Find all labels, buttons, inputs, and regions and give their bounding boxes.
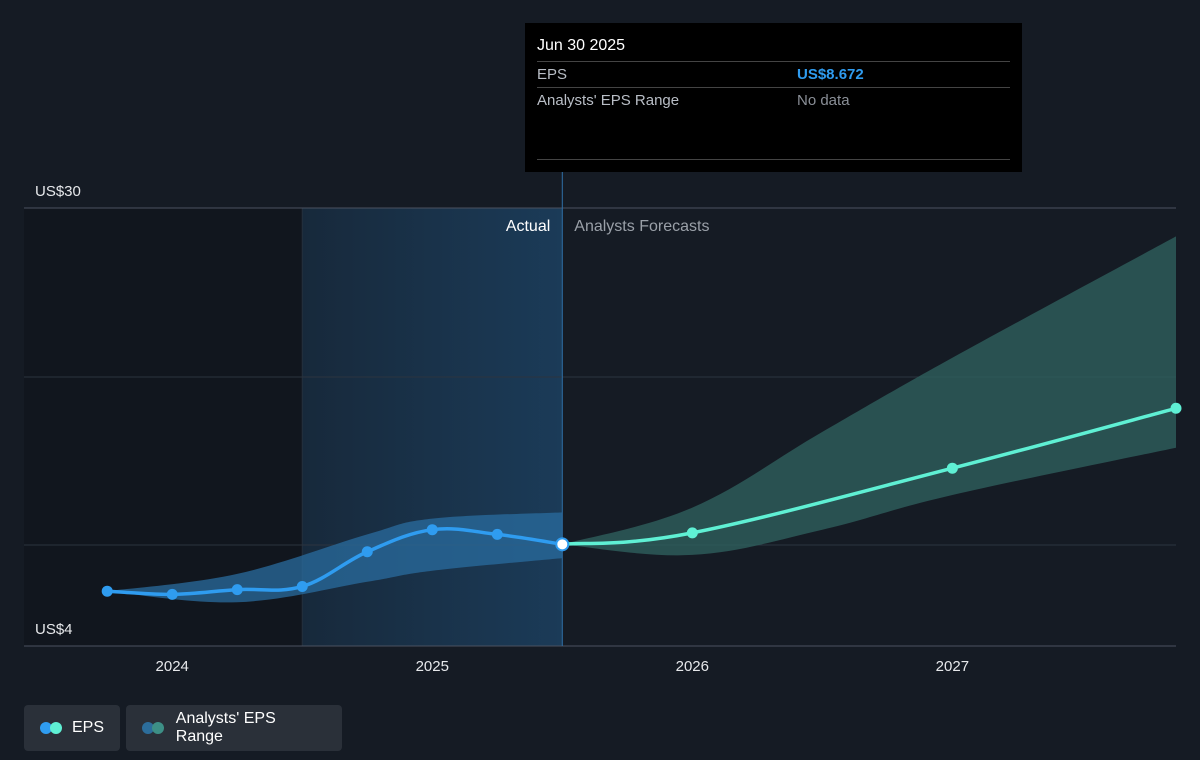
eps-actual-point-6 bbox=[491, 528, 503, 540]
eps-actual-point-0 bbox=[101, 585, 113, 597]
tooltip-range-value: No data bbox=[797, 92, 850, 109]
eps-actual-point-7 bbox=[555, 537, 570, 552]
actual-range-band bbox=[107, 512, 563, 603]
eps-forecast-point-2 bbox=[946, 462, 958, 474]
region-label-actual: Actual bbox=[506, 218, 550, 235]
tooltip: Jun 30 2025 EPS US$8.672 Analysts' EPS R… bbox=[525, 23, 1022, 172]
eps-actual-point-5 bbox=[426, 524, 438, 536]
tooltip-row-eps: EPS US$8.672 bbox=[537, 61, 1010, 87]
x-tick-label-2024: 2024 bbox=[156, 658, 189, 675]
legend-eps-label: EPS bbox=[71, 719, 104, 736]
legend-range-label: Analysts' EPS Range bbox=[175, 710, 276, 745]
x-tick-label-2025: 2025 bbox=[416, 658, 449, 675]
forecast-range-band bbox=[562, 236, 1176, 556]
region-label-forecast: Analysts Forecasts bbox=[574, 218, 709, 235]
eps-actual-point-4 bbox=[361, 546, 373, 558]
eps-actual-point-3 bbox=[296, 580, 308, 592]
tooltip-divider bbox=[537, 159, 1010, 160]
tooltip-row-range: Analysts' EPS Range No data bbox=[537, 87, 1010, 113]
y-tick-label-top: US$30 bbox=[35, 183, 81, 200]
legend-range-icon bbox=[142, 722, 166, 734]
eps-actual-point-2 bbox=[231, 584, 243, 596]
x-tick-label-2027: 2027 bbox=[936, 658, 969, 675]
y-tick-label-bottom: US$4 bbox=[35, 621, 73, 638]
eps-forecast-line bbox=[560, 406, 1178, 547]
tooltip-date: Jun 30 2025 bbox=[537, 37, 626, 54]
eps-actual-line bbox=[105, 526, 565, 597]
eps-actual-point-1 bbox=[166, 588, 178, 600]
legend-eps-icon bbox=[40, 722, 62, 734]
tooltip-eps-value: US$8.672 bbox=[797, 66, 864, 83]
legend-eps[interactable]: EPS bbox=[24, 705, 120, 751]
tooltip-eps-label: EPS bbox=[537, 66, 568, 83]
eps-forecast-point-3 bbox=[1170, 402, 1182, 414]
eps-forecast-point-1 bbox=[686, 527, 698, 539]
tooltip-range-label: Analysts' EPS Range bbox=[537, 92, 680, 109]
legend-range[interactable]: Analysts' EPS Range bbox=[126, 705, 342, 751]
x-tick-label-2026: 2026 bbox=[676, 658, 709, 675]
